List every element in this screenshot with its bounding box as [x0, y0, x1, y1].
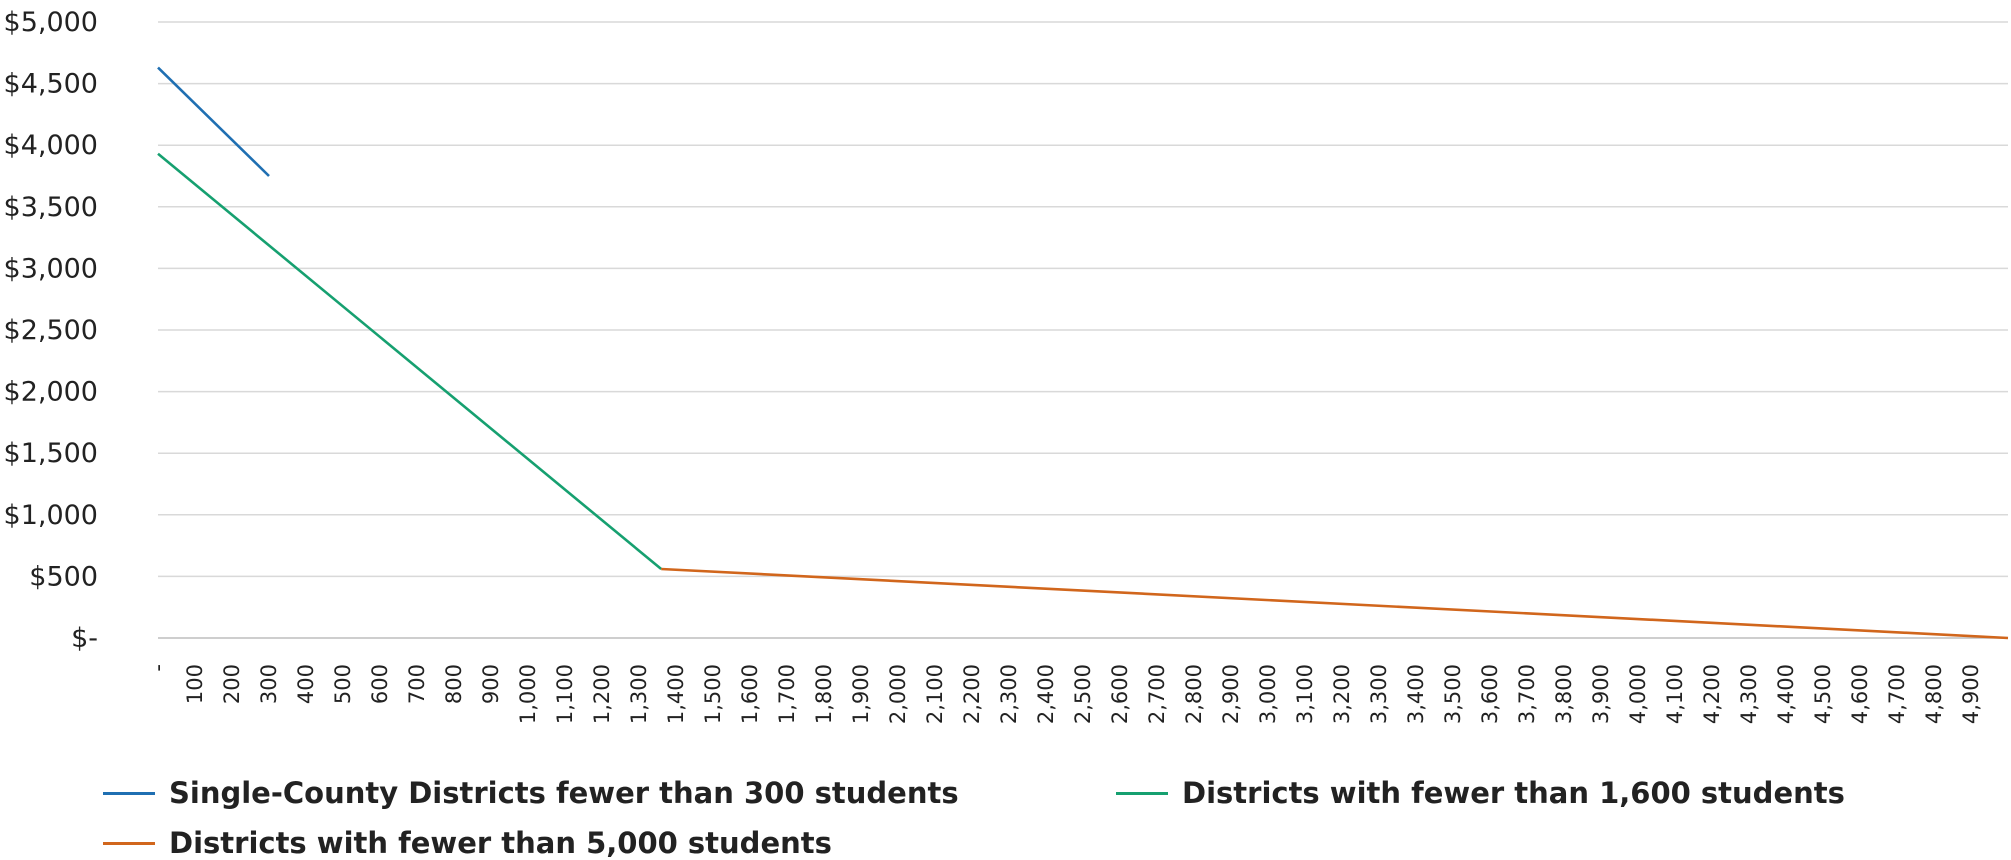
- y-axis-ticks: $- $500 $1,000 $1,500 $2,000 $2,500 $3,000 $3,5…: [4, 7, 98, 654]
- x-tick-label: 4,900: [1959, 664, 1983, 724]
- y-tick-label: $1,000: [4, 500, 98, 531]
- x-tick-label: 100: [183, 664, 207, 704]
- series-lines: [157, 66, 2009, 640]
- x-tick-label: 1,200: [590, 664, 614, 724]
- x-tick-label: 3,100: [1293, 664, 1317, 724]
- x-tick-label: 2,000: [886, 664, 910, 724]
- y-tick-label: $1,500: [4, 438, 98, 469]
- x-tick-label: 4,200: [1700, 664, 1724, 724]
- x-tick-label: 4,500: [1811, 664, 1835, 724]
- x-tick-label: 4,000: [1626, 664, 1650, 724]
- x-tick-label: 4,700: [1885, 664, 1909, 724]
- y-tick-label: $5,000: [4, 7, 98, 38]
- x-tick-label: 3,800: [1552, 664, 1576, 724]
- series-line-2: [157, 152, 663, 571]
- x-tick-label: 1,100: [553, 664, 577, 724]
- series-line-3: [661, 567, 2009, 640]
- x-tick-label: 1,000: [516, 664, 540, 724]
- y-tick-label: $4,000: [4, 130, 98, 161]
- x-tick-label: 2,900: [1219, 664, 1243, 724]
- x-tick-label: 2,500: [1071, 664, 1095, 724]
- x-tick-label: 4,400: [1774, 664, 1798, 724]
- y-tick-label: $500: [29, 561, 98, 592]
- x-tick-label: 1,600: [738, 664, 762, 724]
- gridlines: [158, 21, 2008, 639]
- x-tick-label: 900: [479, 664, 503, 704]
- x-tick-label: 600: [368, 664, 392, 704]
- series-line-1: [157, 66, 270, 177]
- y-tick-label: $2,000: [4, 377, 98, 408]
- x-tick-label: 3,700: [1515, 664, 1539, 724]
- x-tick-label: 500: [331, 664, 355, 704]
- x-tick-label: 2,800: [1182, 664, 1206, 724]
- x-tick-label: 3,300: [1367, 664, 1391, 724]
- x-tick-label: 4,800: [1922, 664, 1946, 724]
- x-tick-label: 3,000: [1256, 664, 1280, 724]
- x-tick-label: 1,300: [627, 664, 651, 724]
- x-tick-label: 2,100: [923, 664, 947, 724]
- y-tick-label: $3,000: [4, 253, 98, 284]
- x-tick-label: 4,300: [1737, 664, 1761, 724]
- x-tick-label: 2,600: [1108, 664, 1132, 724]
- x-tick-label: 3,200: [1330, 664, 1354, 724]
- x-tick-label: 800: [442, 664, 466, 704]
- y-tick-label: $4,500: [4, 69, 98, 100]
- x-tick-label: 200: [220, 664, 244, 704]
- x-tick-label: 700: [405, 664, 429, 704]
- x-tick-label: 2,300: [997, 664, 1021, 724]
- x-tick-label: 4,100: [1663, 664, 1687, 724]
- x-tick-label: 2,200: [960, 664, 984, 724]
- x-tick-label: 300: [257, 664, 281, 704]
- x-tick-label: 1,800: [812, 664, 836, 724]
- x-tick-label: 400: [294, 664, 318, 704]
- x-tick-label: 1,500: [701, 664, 725, 724]
- y-tick-label: $2,500: [4, 315, 98, 346]
- y-tick-label: $3,500: [4, 192, 98, 223]
- x-tick-label: 1,700: [775, 664, 799, 724]
- x-tick-label: 3,600: [1478, 664, 1502, 724]
- x-tick-label: 1,900: [849, 664, 873, 724]
- x-tick-label: 2,400: [1034, 664, 1058, 724]
- x-tick-label: 3,900: [1589, 664, 1613, 724]
- x-tick-label: 4,600: [1848, 664, 1872, 724]
- y-tick-label: $-: [71, 623, 98, 654]
- x-axis-ticks: - 100 200 300 400 500 600 700 800 900 1,000 1,100 1,…: [146, 664, 1983, 724]
- x-tick-label: 2,700: [1145, 664, 1169, 724]
- x-tick-label: 3,500: [1441, 664, 1465, 724]
- x-tick-label: 1,400: [664, 664, 688, 724]
- x-tick-label: 3,400: [1404, 664, 1428, 724]
- x-tick-label: -: [146, 664, 170, 672]
